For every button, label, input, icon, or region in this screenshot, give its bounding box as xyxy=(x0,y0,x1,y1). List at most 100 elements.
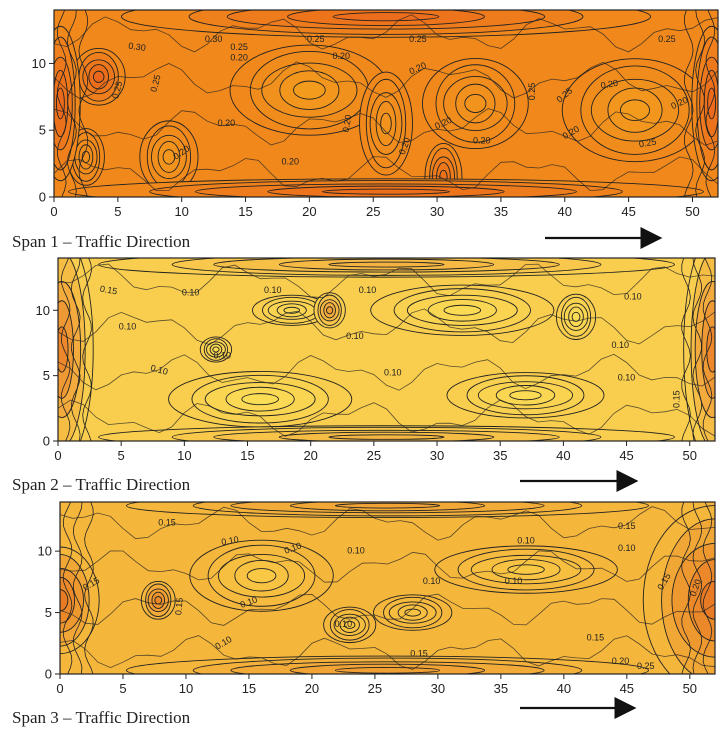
contour-value-label: 0.10 xyxy=(384,367,402,377)
contour-value-label: 0.10 xyxy=(611,340,629,350)
x-tick-label: 50 xyxy=(683,681,697,696)
x-tick-label: 15 xyxy=(242,681,256,696)
contour-line xyxy=(67,10,77,197)
contour-value-label: 0.10 xyxy=(335,619,353,629)
x-tick-label: 25 xyxy=(368,681,382,696)
contour-line xyxy=(70,258,81,441)
x-tick-label: 45 xyxy=(620,681,634,696)
span-caption: Span 3 – Traffic Direction xyxy=(12,708,191,727)
x-tick-label: 30 xyxy=(430,204,444,219)
x-tick-label: 50 xyxy=(685,204,699,219)
contour-line xyxy=(60,258,71,441)
contour-line xyxy=(60,506,715,541)
contour-value-label: 0.30 xyxy=(128,41,147,53)
contour-value-label: 0.20 xyxy=(612,656,630,666)
plot-frame xyxy=(53,9,719,198)
contour-value-label: 0.10 xyxy=(423,576,441,586)
low-contour-ring xyxy=(380,112,392,135)
contour-line xyxy=(84,502,94,674)
high-contour-ring xyxy=(154,596,163,605)
x-tick-label: 20 xyxy=(305,681,319,696)
contour-value-label: 0.10 xyxy=(618,543,636,553)
x-tick-label: 45 xyxy=(619,448,633,463)
low-contour-ring xyxy=(212,346,220,353)
y-tick-label: 10 xyxy=(36,303,50,318)
contour-line xyxy=(692,502,702,674)
x-tick-label: 50 xyxy=(682,448,696,463)
span-panel-1: 0.300.300.250.200.250.200.250.200.25 0.25… xyxy=(12,9,719,251)
span-caption: Span 2 – Traffic Direction xyxy=(12,475,191,494)
contour-line xyxy=(58,308,715,346)
contour-value-label: 0.25 xyxy=(637,661,655,671)
contour-value-label: 0.20 xyxy=(600,78,619,91)
plot-area xyxy=(58,258,715,441)
contour-value-label: 0.25 xyxy=(409,34,427,44)
y-tick-label: 0 xyxy=(43,434,50,449)
span-panel-3: 0.15 0.15 0.15 0.10 0.10 0.10 0.10 0.10 0.10 0.10… xyxy=(12,501,716,727)
y-tick-label: 5 xyxy=(39,123,46,138)
y-tick-label: 5 xyxy=(43,368,50,383)
x-tick-label: 15 xyxy=(240,448,254,463)
low-contour-ring xyxy=(293,80,326,100)
contour-value-label: 0.15 xyxy=(158,517,176,527)
contour-value-label: 0.20 xyxy=(281,157,299,167)
low-contour-ring xyxy=(162,149,176,165)
high-contour-ring xyxy=(332,12,440,22)
x-tick-label: 10 xyxy=(174,204,188,219)
contour-value-label: 0.15 xyxy=(671,390,681,408)
contour-line xyxy=(56,10,67,197)
x-tick-label: 15 xyxy=(238,204,252,219)
contour-value-label: 0.10 xyxy=(359,285,377,295)
x-tick-label: 5 xyxy=(119,681,126,696)
x-tick-label: 0 xyxy=(54,448,61,463)
high-contour-ring xyxy=(706,326,715,373)
contour-value-label: 0.15 xyxy=(587,633,605,643)
span-caption: Span 1 – Traffic Direction xyxy=(12,232,191,251)
x-tick-label: 5 xyxy=(118,448,125,463)
contour-value-label: 0.10 xyxy=(264,285,282,295)
x-tick-label: 25 xyxy=(367,448,381,463)
contour-value-label: 0.25 xyxy=(230,42,248,52)
y-tick-label: 10 xyxy=(38,544,52,559)
contour-line xyxy=(681,258,691,441)
contour-line xyxy=(681,502,691,674)
contour-value-label: 0.10 xyxy=(618,373,636,383)
contour-line xyxy=(58,353,715,391)
contour-value-label: 0.15 xyxy=(618,521,636,531)
contour-value-label: 0.20 xyxy=(230,52,248,62)
x-tick-label: 10 xyxy=(179,681,193,696)
x-tick-label: 30 xyxy=(430,448,444,463)
contour-line xyxy=(692,258,702,441)
y-tick-label: 0 xyxy=(39,190,46,205)
x-tick-label: 5 xyxy=(114,204,121,219)
x-tick-label: 25 xyxy=(366,204,380,219)
low-contour-ring xyxy=(619,99,651,121)
plot-frame xyxy=(57,257,716,442)
contour-value-label: 0.10 xyxy=(213,350,231,360)
contour-line xyxy=(62,502,73,674)
x-tick-label: 40 xyxy=(558,204,572,219)
x-tick-label: 20 xyxy=(302,204,316,219)
low-contour-ring xyxy=(246,568,277,584)
contour-field: 0.300.300.250.200.250.200.250.200.25 0.25… xyxy=(54,10,718,197)
contour-value-label: 0.15 xyxy=(410,649,428,659)
high-contour-ring xyxy=(322,188,450,195)
contour-value-label: 0.20 xyxy=(473,135,491,145)
contour-value-label: 0.25 xyxy=(110,80,124,100)
x-tick-label: 30 xyxy=(431,681,445,696)
contour-line xyxy=(60,593,715,626)
x-tick-label: 20 xyxy=(303,448,317,463)
contour-value-label: 0.25 xyxy=(527,83,537,101)
contour-line xyxy=(60,550,715,583)
contour-field: 0.15 0.10 0.10 0.10 0.10 0.10 0.10 0.10 0.10 0.10… xyxy=(58,258,715,441)
contour-value-label: 0.10 xyxy=(149,363,169,377)
contour-line xyxy=(702,258,713,441)
contour-line xyxy=(54,14,718,53)
contour-value-label: 0.10 xyxy=(505,576,523,586)
high-contour-ring xyxy=(328,434,445,440)
high-contour-ring xyxy=(58,326,69,373)
contour-value-label: 0.25 xyxy=(658,34,676,44)
contour-value-label: 0.10 xyxy=(517,536,535,546)
contour-line xyxy=(54,156,718,192)
